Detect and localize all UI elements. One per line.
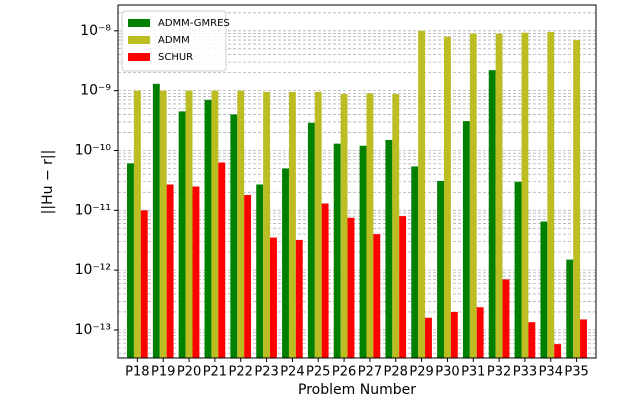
x-tick-label: P31 <box>461 365 485 380</box>
y-tick-label: 10⁻¹² <box>75 262 111 278</box>
x-tick-label: P26 <box>332 365 356 380</box>
bar <box>437 180 444 358</box>
bar <box>488 70 496 358</box>
x-tick-label: P30 <box>435 365 459 380</box>
bar <box>204 99 212 358</box>
bar <box>418 30 426 359</box>
bar <box>159 90 167 358</box>
bar <box>476 307 484 358</box>
bar <box>373 234 381 358</box>
bar <box>540 221 548 358</box>
y-tick-label: 10⁻¹³ <box>75 322 111 338</box>
x-tick-label: P33 <box>513 365 537 380</box>
bar <box>573 40 581 358</box>
legend-swatch <box>128 36 150 44</box>
bar <box>152 83 160 358</box>
bar <box>392 93 400 358</box>
bar <box>340 93 348 358</box>
bar <box>307 122 315 358</box>
bar <box>566 259 574 358</box>
x-tick-label: P27 <box>358 365 382 380</box>
bar <box>514 181 522 358</box>
bar <box>385 139 393 358</box>
bar <box>399 216 407 358</box>
legend-swatch <box>128 53 150 61</box>
bar <box>469 33 477 358</box>
bar <box>425 317 432 358</box>
bar <box>462 121 470 358</box>
bar <box>133 90 141 358</box>
bar <box>166 184 174 358</box>
bar <box>295 239 303 358</box>
y-tick-label: 10⁻¹¹ <box>75 202 111 218</box>
bar <box>244 195 252 358</box>
bar <box>495 33 503 358</box>
bar <box>185 90 193 358</box>
bar <box>321 203 329 358</box>
bar <box>366 93 374 359</box>
y-tick-label: 10⁻⁹ <box>80 83 111 99</box>
bar <box>333 143 341 358</box>
legend: ADMM-GMRES ADMM SCHUR <box>121 10 230 72</box>
bar <box>443 36 451 358</box>
bar <box>547 31 555 358</box>
bar <box>528 322 536 358</box>
bar <box>256 184 264 358</box>
bar <box>554 344 562 358</box>
bar <box>502 279 510 358</box>
x-axis-label: Problem Number <box>298 382 416 398</box>
bar <box>192 186 200 358</box>
bar <box>127 163 134 358</box>
x-tick-label: P24 <box>280 365 304 380</box>
bar <box>178 111 186 358</box>
bar <box>263 91 271 358</box>
y-tick-label: 10⁻⁸ <box>80 23 111 39</box>
x-tick-label: P21 <box>203 365 227 380</box>
bar <box>230 114 238 358</box>
x-tick-label: P34 <box>539 365 563 380</box>
x-tick-label: P18 <box>125 365 149 380</box>
bar <box>211 90 219 358</box>
bar <box>282 168 289 358</box>
legend-label: ADMM <box>158 35 190 46</box>
bar <box>140 210 148 358</box>
bar <box>288 91 296 358</box>
bar <box>521 32 529 358</box>
x-tick-label: P32 <box>487 365 511 380</box>
bar <box>347 217 355 358</box>
y-axis-label: ||Hu − r|| <box>40 150 56 215</box>
x-tick-label: P19 <box>151 365 175 380</box>
x-tick-label: P29 <box>409 365 433 380</box>
bar <box>237 90 245 358</box>
bar <box>359 145 367 358</box>
x-tick-label: P20 <box>177 365 201 380</box>
x-tick-label: P23 <box>254 365 278 380</box>
y-tick-label: 10⁻¹⁰ <box>75 142 112 158</box>
x-tick-label: P25 <box>306 365 330 380</box>
x-tick-label: P22 <box>229 365 253 380</box>
bar <box>270 237 277 358</box>
x-tick-label: P28 <box>384 365 408 380</box>
bar <box>314 91 322 358</box>
legend-label: ADMM-GMRES <box>158 18 230 29</box>
plot-frame <box>117 4 597 359</box>
x-tick-label: P35 <box>564 365 588 380</box>
bar <box>450 311 458 358</box>
legend-label: SCHUR <box>158 52 193 63</box>
bar <box>411 166 419 358</box>
bar <box>580 319 587 358</box>
bar <box>218 162 226 358</box>
legend-swatch <box>128 19 150 27</box>
